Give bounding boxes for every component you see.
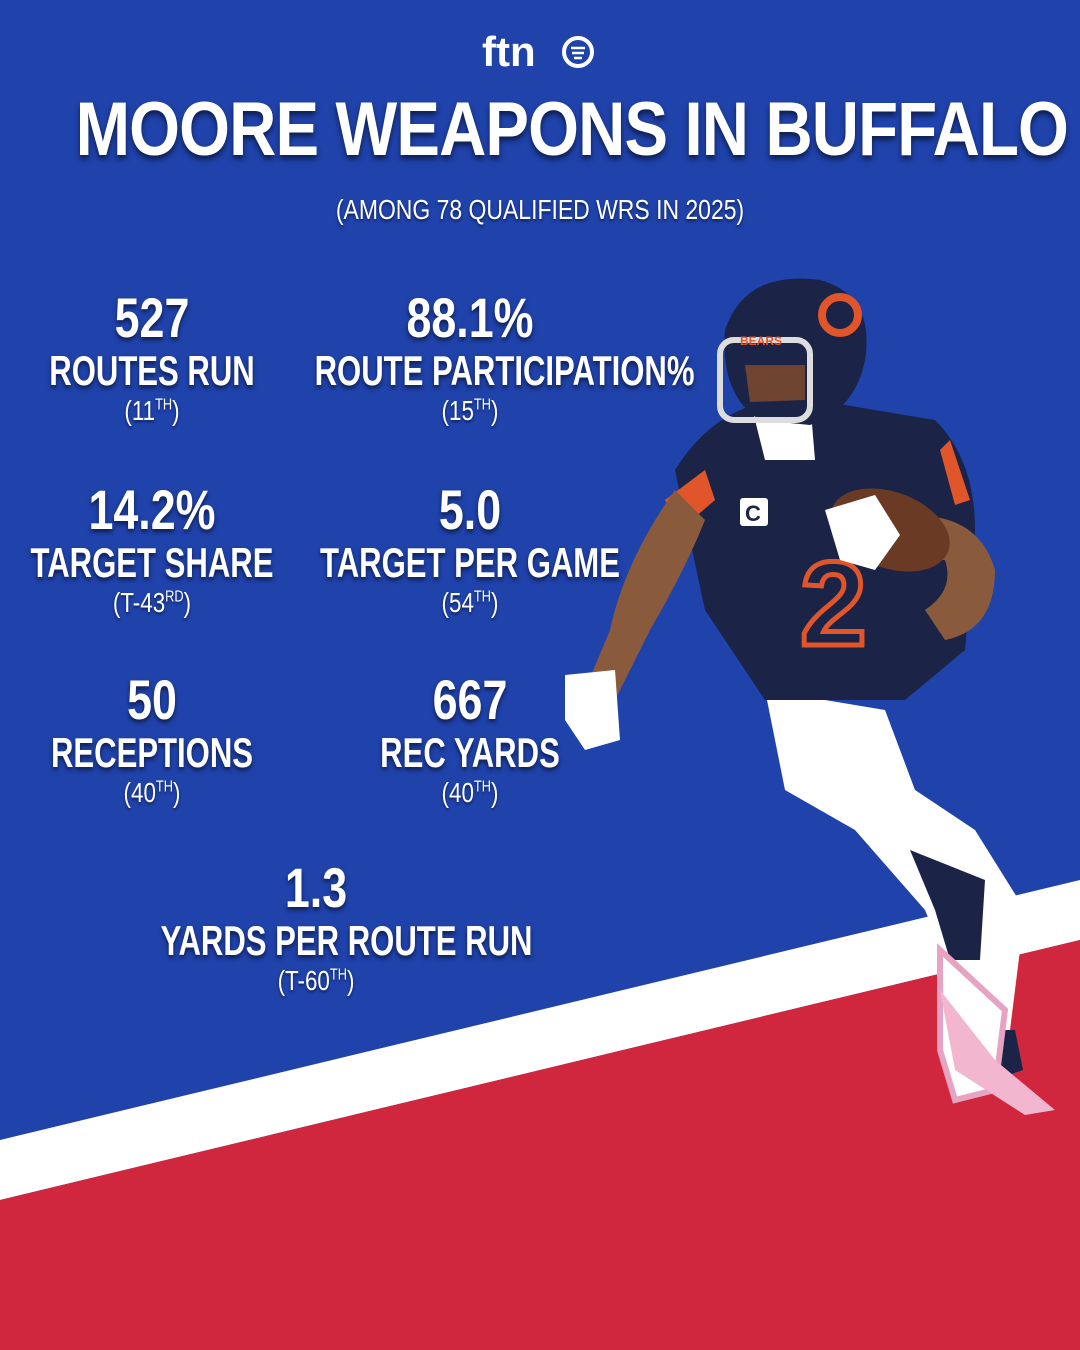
logo-lines-icon xyxy=(571,46,585,60)
stat-value: 88.1% xyxy=(406,286,534,349)
logo-ball-icon xyxy=(562,36,594,68)
stat-label: ROUTES RUN xyxy=(49,347,255,394)
helmet-logo-icon xyxy=(818,293,862,337)
captain-patch xyxy=(740,498,768,526)
stat-label: TARGET PER GAME xyxy=(320,539,620,586)
pink-cleat xyxy=(940,990,1055,1115)
stat-rank: (T-43RD) xyxy=(112,587,192,618)
stat-rank: (54TH) xyxy=(441,587,499,618)
player-face xyxy=(745,365,805,402)
stat-target-share: 14.2% TARGET SHARE (T-43RD) xyxy=(0,480,362,620)
stat-value: 527 xyxy=(114,286,190,349)
stat-label: RECEPTIONS xyxy=(50,729,254,776)
stat-value: 14.2% xyxy=(88,478,216,541)
page-subtitle: (AMONG 78 QUALIFIED WRS IN 2025) xyxy=(335,194,745,225)
stat-routes-run: 527 ROUTES RUN (11TH) xyxy=(0,288,362,428)
red-field-area xyxy=(0,940,1080,1350)
stat-receptions: 50 RECEPTIONS (40TH) xyxy=(0,670,362,810)
stat-target-per-game: 5.0 TARGET PER GAME (54TH) xyxy=(260,480,680,620)
stat-value: 667 xyxy=(432,668,508,731)
player-illustration: 2 C BEARS xyxy=(565,278,1055,1115)
stat-label: TARGET SHARE xyxy=(30,539,274,586)
helmet-team-text: BEARS xyxy=(740,334,782,348)
front-sock xyxy=(910,850,985,960)
stat-rank: (11TH) xyxy=(124,395,180,426)
sleeve-stripe-right xyxy=(940,440,970,505)
stat-label: YARDS PER ROUTE RUN xyxy=(160,917,533,964)
stat-rank: (40TH) xyxy=(441,777,499,808)
captain-patch-letter: C xyxy=(745,501,761,526)
left-glove xyxy=(565,670,620,750)
page-title: MOORE WEAPONS IN BUFFALO xyxy=(75,87,1069,172)
stat-rank: (T-60TH) xyxy=(277,965,355,996)
logo-text: ftn xyxy=(482,28,536,75)
stat-rank: (15TH) xyxy=(441,395,499,426)
stat-value: 1.3 xyxy=(284,856,348,919)
stat-value: 5.0 xyxy=(438,478,502,541)
white-diagonal-stripe xyxy=(0,880,1080,1200)
stat-value: 50 xyxy=(127,668,177,731)
ftn-logo: ftn xyxy=(482,28,594,75)
right-glove xyxy=(825,495,900,570)
stat-route-participation: 88.1% ROUTE PARTICIPATION% (15TH) xyxy=(260,286,695,428)
stat-yards-per-route-run: 1.3 YARDS PER ROUTE RUN (T-60TH) xyxy=(106,856,533,998)
jersey xyxy=(675,398,975,700)
left-arm xyxy=(585,490,705,700)
stat-rec-yards: 667 REC YARDS (40TH) xyxy=(260,670,680,810)
face-mask xyxy=(717,337,813,423)
stat-label: REC YARDS xyxy=(380,729,560,776)
stat-rank: (40TH) xyxy=(123,777,181,808)
stat-label: ROUTE PARTICIPATION% xyxy=(314,347,695,394)
